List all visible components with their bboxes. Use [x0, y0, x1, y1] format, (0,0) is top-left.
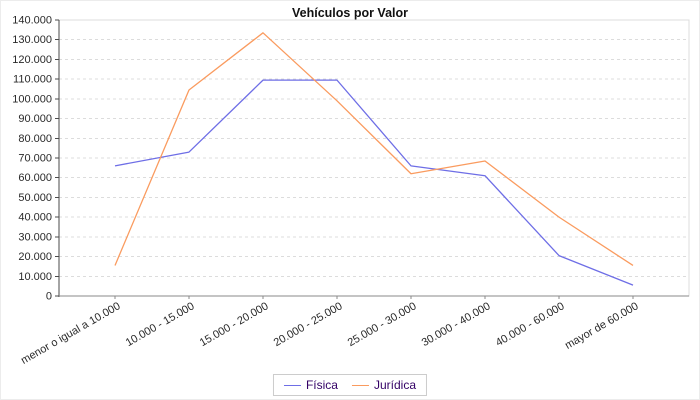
- y-axis-label: 120.000: [12, 54, 52, 66]
- x-axis-label: 10.000 - 15.000: [124, 300, 197, 349]
- y-axis-label: 80.000: [18, 133, 52, 145]
- y-axis-label: 20.000: [18, 251, 52, 263]
- y-axis-label: 30.000: [18, 231, 52, 243]
- y-axis-label: 10.000: [18, 271, 52, 283]
- legend-line-swatch: [351, 384, 369, 386]
- legend-label: Física: [305, 378, 338, 392]
- x-axis-label: 40.000 - 60.000: [494, 300, 567, 349]
- legend-item: Física: [283, 378, 338, 392]
- series-line-fisica: [114, 79, 634, 286]
- y-axis-label: 110.000: [13, 74, 52, 86]
- x-axis-label: menor o igual a 10.000: [19, 300, 122, 367]
- y-axis-label: 130.000: [12, 34, 52, 46]
- chart-legend: Física Jurídica: [272, 374, 428, 396]
- chart-title: Vehículos por Valor: [291, 6, 408, 20]
- x-axis-label: 30.000 - 40.000: [420, 300, 493, 349]
- y-axis-label: 40.000: [18, 212, 52, 224]
- legend-item: Jurídica: [351, 378, 417, 392]
- x-axis-label: 25.000 - 30.000: [346, 300, 419, 349]
- y-axis-label: 60.000: [18, 172, 52, 184]
- legend-line-swatch: [283, 384, 301, 386]
- y-axis-label: 70.000: [18, 153, 52, 165]
- y-axis-label: 100.000: [12, 93, 52, 105]
- y-axis-label: 0: [46, 291, 52, 303]
- y-axis-label: 90.000: [18, 113, 52, 125]
- x-axis-label: 15.000 - 20.000: [198, 300, 271, 349]
- x-axis-label: mayor de 60.000: [563, 300, 641, 352]
- series-line-juridica: [114, 32, 634, 266]
- legend-label: Jurídica: [373, 378, 417, 392]
- x-axis-label: 20.000 - 25.000: [272, 300, 345, 349]
- y-axis-label: 50.000: [18, 192, 52, 204]
- y-axis-label: 140.000: [12, 15, 52, 27]
